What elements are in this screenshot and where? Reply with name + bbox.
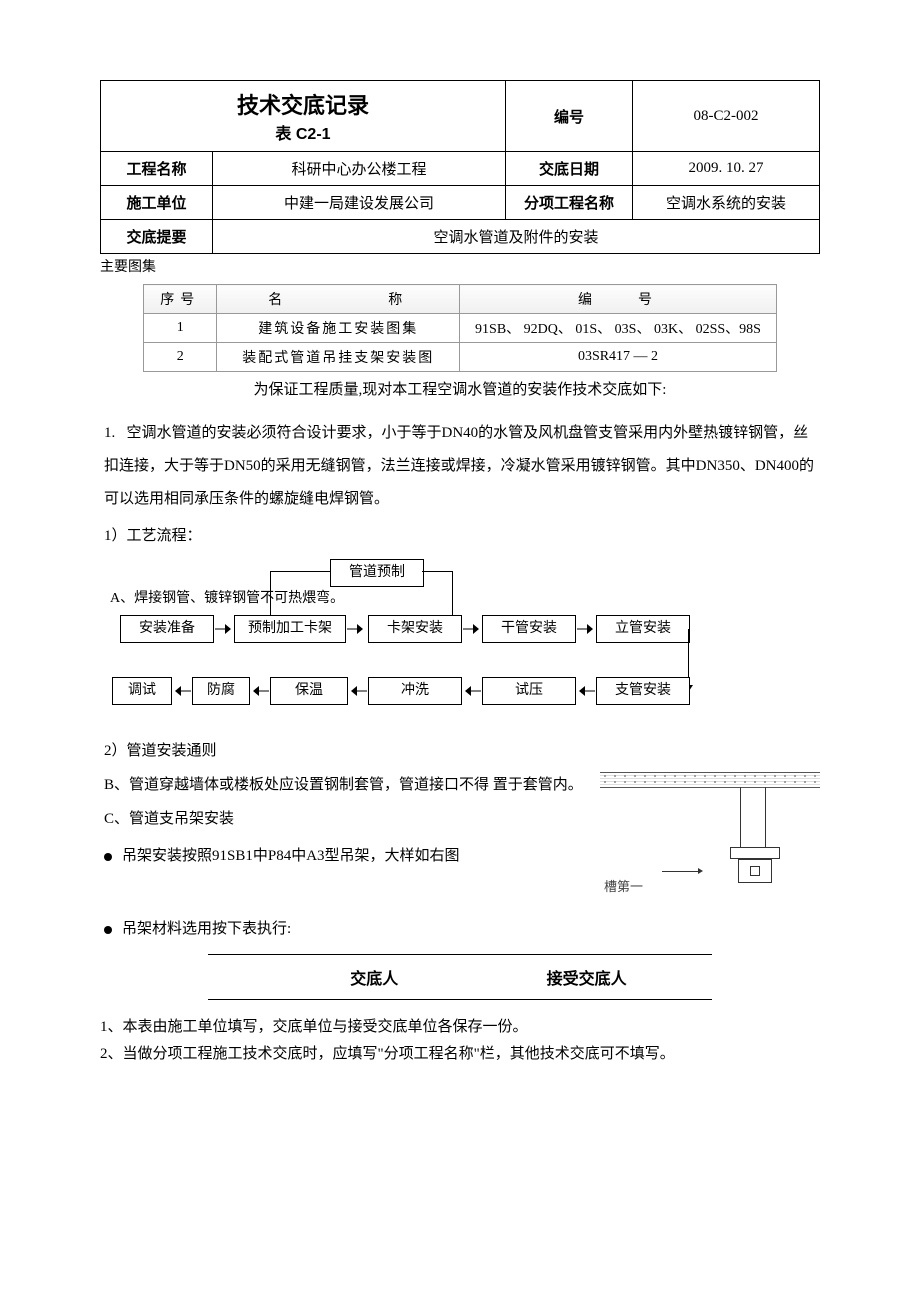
flow-pressure: 试压	[482, 677, 576, 705]
header-table: 技术交底记录 表 C2-1 编号 08-C2-002 工程名称 科研中心办公楼工…	[100, 80, 820, 254]
code-label: 编号	[506, 81, 633, 152]
sub-value: 空调水系统的安装	[633, 186, 820, 220]
rule-b: B、管道穿越墙体或楼板处应设置钢制套管，管道接口不得 置于套管内。	[104, 772, 584, 799]
flow-rack-install: 卡架安装	[368, 615, 462, 643]
flow-prep: 安装准备	[120, 615, 214, 643]
atlas-code: 91SB、 92DQ、 01S、 03S、 03K、 02SS、98S	[460, 314, 777, 343]
para1-lead: 1.	[104, 425, 115, 441]
doc-subtitle: 表 C2-1	[275, 126, 330, 143]
sig-blank	[430, 955, 541, 1000]
proc-label: 1）工艺流程：	[104, 520, 816, 553]
atlas-title: 主要图集	[100, 256, 820, 276]
hanger-diagram: 槽第一	[600, 772, 820, 913]
bullet-icon	[104, 926, 112, 934]
atlas-name: 建筑设备施工安装图集	[217, 314, 460, 343]
atlas-code: 03SR417 — 2	[460, 343, 777, 372]
flow-riser-install: 立管安装	[596, 615, 690, 643]
atlas-col-no: 序号	[144, 285, 217, 314]
process-flowchart: A、焊接钢管、镀锌钢管不可热煨弯。 管道预制 安装准备 预制加工卡架 卡架安装 …	[110, 559, 810, 729]
flow-commission: 调试	[112, 677, 172, 705]
footnote-2: 2、当做分项工程施工技术交底时，应填写"分项工程名称"栏，其他技术交底可不填写。	[100, 1041, 820, 1068]
project-label: 工程名称	[101, 152, 213, 186]
bullet2-text: 吊架材料选用按下表执行:	[122, 921, 291, 937]
summary-value: 空调水管道及附件的安装	[213, 220, 820, 254]
atlas-name: 装配式管道吊挂支架安装图	[217, 343, 460, 372]
table-row: 2 装配式管道吊挂支架安装图 03SR417 — 2	[144, 343, 777, 372]
unit-label: 施工单位	[101, 186, 213, 220]
sig-giver-label: 交底人	[319, 955, 430, 1000]
rule-c: C、管道支吊架安装	[104, 803, 584, 836]
project-value: 科研中心办公楼工程	[213, 152, 506, 186]
signature-table: 交底人 接受交底人	[208, 954, 712, 1000]
unit-value: 中建一局建设发展公司	[213, 186, 506, 220]
rule-label: 2）管道安装通则	[104, 735, 816, 768]
body-content: 1. 空调水管道的安装必须符合设计要求，小于等于DN40的水管及风机盘管支管采用…	[104, 417, 816, 553]
date-value: 2009. 10. 27	[633, 152, 820, 186]
footnotes: 1、本表由施工单位填写，交底单位与接受交底单位各保存一份。 2、当做分项工程施工…	[100, 1014, 820, 1068]
summary-label: 交底提要	[101, 220, 213, 254]
para1: 空调水管道的安装必须符合设计要求，小于等于DN40的水管及风机盘管支管采用内外壁…	[104, 425, 814, 507]
sig-receiver-label: 接受交底人	[541, 955, 712, 1000]
atlas-no: 2	[144, 343, 217, 372]
flow-insulate: 保温	[270, 677, 348, 705]
date-label: 交底日期	[506, 152, 633, 186]
intro-text: 为保证工程质量,现对本工程空调水管道的安装作技术交底如下:	[100, 378, 820, 399]
diagram-label: 槽第一	[604, 876, 643, 895]
flow-flush: 冲洗	[368, 677, 462, 705]
table-row: 1 建筑设备施工安装图集 91SB、 92DQ、 01S、 03S、 03K、 …	[144, 314, 777, 343]
flow-note: A、焊接钢管、镀锌钢管不可热煨弯。	[110, 587, 344, 607]
sub-label: 分项工程名称	[506, 186, 633, 220]
bullet1-text: 吊架安装按照91SB1中P84中A3型吊架，大样如右图	[122, 848, 460, 864]
sig-blank	[208, 955, 319, 1000]
flow-pipe-prefab: 管道预制	[330, 559, 424, 587]
doc-title: 技术交底记录	[109, 88, 497, 120]
atlas-col-name: 名 称	[217, 285, 460, 314]
footnote-1: 1、本表由施工单位填写，交底单位与接受交底单位各保存一份。	[100, 1014, 820, 1041]
code-value: 08-C2-002	[633, 81, 820, 152]
flow-main-install: 干管安装	[482, 615, 576, 643]
atlas-table: 序号 名 称 编 号 1 建筑设备施工安装图集 91SB、 92DQ、 01S、…	[143, 284, 777, 372]
flow-anticorr: 防腐	[192, 677, 250, 705]
flow-branch-install: 支管安装	[596, 677, 690, 705]
atlas-no: 1	[144, 314, 217, 343]
flow-prefab-rack: 预制加工卡架	[234, 615, 346, 643]
bullet-icon	[104, 853, 112, 861]
atlas-col-code: 编 号	[460, 285, 777, 314]
